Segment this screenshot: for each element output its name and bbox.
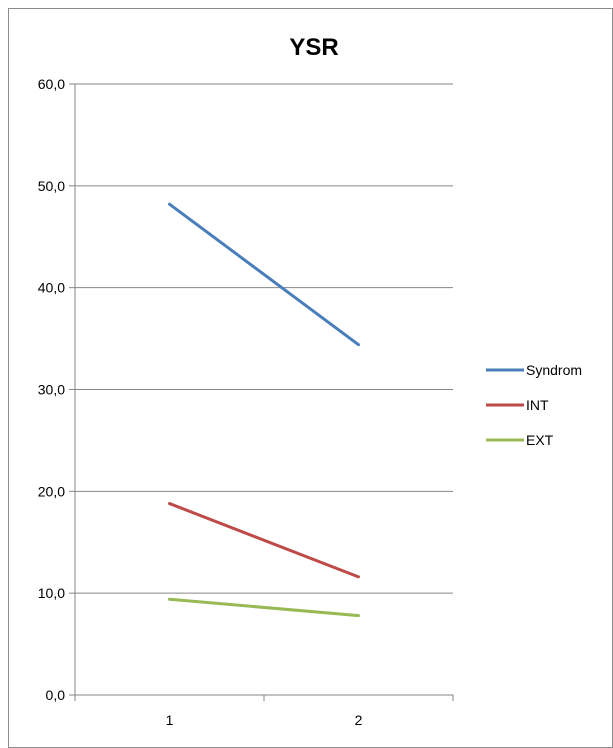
y-tick-label: 10,0 [38,585,65,601]
x-tick-label: 2 [355,712,363,728]
legend-label-int: INT [526,397,549,413]
series-lines [168,202,360,618]
y-tick-label: 20,0 [38,483,65,499]
legend-label-ext: EXT [526,432,554,448]
y-tick-label: 30,0 [38,382,65,398]
y-tick-label: 50,0 [38,178,65,194]
series-line-ext [168,597,360,618]
axes [69,83,454,701]
y-tick-label: 40,0 [38,280,65,296]
legend: Syndrom INT EXT [486,362,582,448]
y-tick-labels: 0,0 10,0 20,0 30,0 40,0 50,0 60,0 [38,76,65,703]
y-tick-label: 0,0 [46,687,66,703]
legend-label-syndrom: Syndrom [526,362,582,378]
grid-lines [75,83,453,594]
series-line-syndrom [168,202,360,347]
chart-frame [8,8,613,748]
y-tick-label: 60,0 [38,76,65,92]
series-line-int [168,502,360,579]
x-tick-label: 1 [166,712,174,728]
chart-title: YSR [289,34,338,61]
